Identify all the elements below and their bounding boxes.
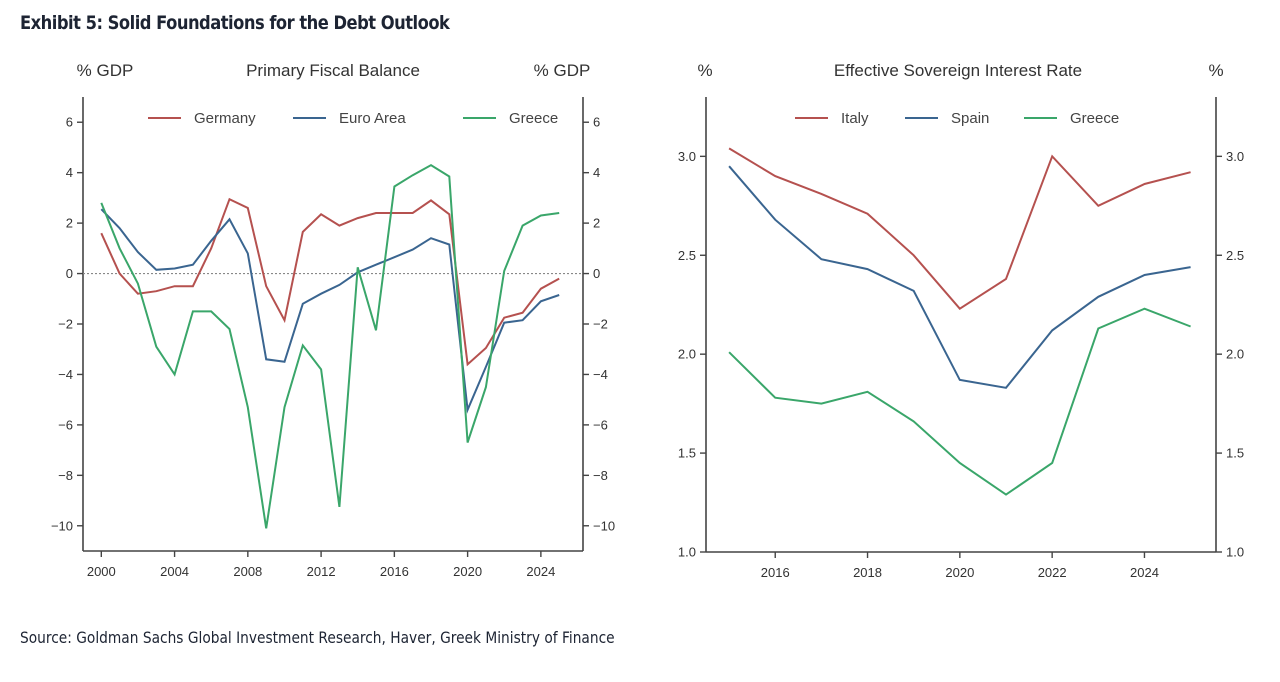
y-tick-label-right: −2: [593, 317, 608, 332]
x-tick-label: 2000: [87, 564, 116, 579]
y-tick-label-left: 4: [66, 165, 73, 180]
y-tick-label-left: −10: [51, 518, 73, 533]
y-tick-label-right: −4: [593, 367, 608, 382]
x-tick-label: 2012: [307, 564, 336, 579]
y-tick-label-left: 0: [66, 266, 73, 281]
y-tick-label-left: 1.0: [678, 545, 696, 560]
effective-interest-rate-chart: Effective Sovereign Interest Rate% % 1.0 1.…: [678, 61, 1244, 580]
chart-title: Primary Fiscal Balance: [246, 61, 420, 80]
x-tick-label: 2024: [1130, 565, 1159, 580]
x-tick-label: 2008: [233, 564, 262, 579]
x-tick-label: 2020: [945, 565, 974, 580]
y-tick-label-right: 2: [593, 216, 600, 231]
y-tick-label-right: −6: [593, 417, 608, 432]
x-tick-label: 2022: [1038, 565, 1067, 580]
y-tick-label-left: −8: [58, 468, 73, 483]
series-line-italy: [728, 147, 1191, 311]
series-line-euro-area: [100, 208, 560, 414]
y-tick-label-right: 3.0: [1226, 149, 1244, 164]
y-tick-label-right: −8: [593, 468, 608, 483]
series-line-spain: [728, 165, 1191, 389]
y-tick-label-left: 2.0: [678, 347, 696, 362]
y-tick-label-right: 0: [593, 266, 600, 281]
y-tick-label-right: 6: [593, 115, 600, 130]
source-note: Source: Goldman Sachs Global Investment …: [20, 628, 615, 647]
y-tick-label-left: −4: [58, 367, 73, 382]
x-tick-label: 2020: [453, 564, 482, 579]
x-tick-label: 2004: [160, 564, 189, 579]
y-axis-right-label: % GDP: [534, 61, 591, 80]
chart-title: Effective Sovereign Interest Rate: [834, 61, 1082, 80]
y-tick-label-right: −10: [593, 518, 615, 533]
y-tick-label-right: 1.0: [1226, 545, 1244, 560]
x-tick-label: 2016: [380, 564, 409, 579]
y-axis-right-label: %: [1208, 61, 1223, 80]
y-tick-label-right: 2.5: [1226, 248, 1244, 263]
y-tick-label-left: −2: [58, 317, 73, 332]
y-tick-label-right: 4: [593, 165, 600, 180]
y-tick-label-left: 6: [66, 115, 73, 130]
x-tick-label: 2016: [761, 565, 790, 580]
exhibit-title: Exhibit 5: Solid Foundations for the Deb…: [20, 12, 450, 34]
y-axis-left-label: % GDP: [77, 61, 134, 80]
y-tick-label-left: −6: [58, 417, 73, 432]
x-tick-label: 2018: [853, 565, 882, 580]
x-tick-label: 2024: [526, 564, 555, 579]
legend-label-germany: Germany: [194, 110, 256, 127]
series-line-germany: [100, 197, 560, 367]
legend-label-euro-area: Euro Area: [339, 110, 406, 127]
legend-label-italy: Italy: [841, 110, 869, 127]
y-tick-label-left: 1.5: [678, 446, 696, 461]
series-line-greece: [100, 163, 560, 529]
y-tick-label-left: 3.0: [678, 149, 696, 164]
legend-label-greece: Greece: [509, 110, 558, 127]
y-tick-label-right: 2.0: [1226, 347, 1244, 362]
y-tick-label-left: 2.5: [678, 248, 696, 263]
y-axis-left-label: %: [697, 61, 712, 80]
legend-label-greece: Greece: [1070, 110, 1119, 127]
series-line-greece: [728, 307, 1191, 496]
y-tick-label-right: 1.5: [1226, 446, 1244, 461]
y-tick-label-left: 2: [66, 216, 73, 231]
legend-label-spain: Spain: [951, 110, 989, 127]
